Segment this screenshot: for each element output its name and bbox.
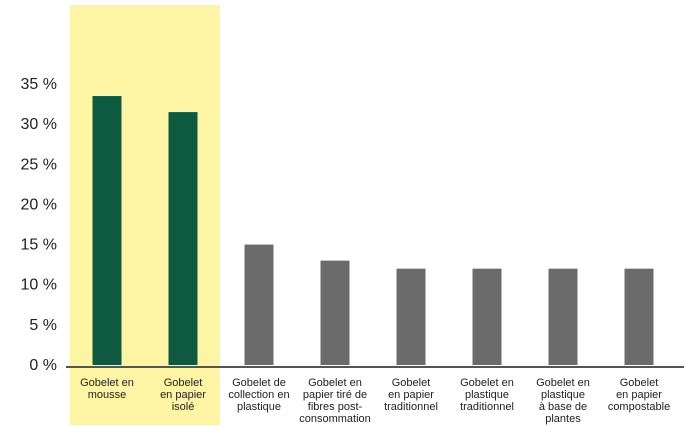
x-tick-label: Gobelet en papier traditionnel [384, 377, 438, 413]
y-tick-label: 30 % [21, 116, 57, 133]
y-tick-label: 15 % [21, 237, 57, 254]
x-tick-label: Gobelet en papier tiré de fibres post-cons… [299, 377, 371, 425]
y-tick-label: 35 % [21, 76, 57, 93]
bar [396, 268, 426, 365]
bar [168, 112, 198, 365]
bar [548, 268, 578, 365]
x-axis-labels: Gobelet en mousse Gobelet en papier isolé Gob… [80, 377, 670, 425]
bars [92, 96, 654, 366]
x-tick-label: Gobelet en plastique à base de plantes [536, 377, 590, 425]
x-tick-label: Gobelet en papier isolé [160, 377, 206, 413]
x-tick-label: Gobelet en papier compostable [608, 377, 670, 413]
y-tick-label: 0 % [29, 357, 57, 374]
bar [244, 244, 274, 365]
bar [624, 268, 654, 365]
bar [472, 268, 502, 365]
x-tick-label: Gobelet de collection en plastique [228, 377, 289, 413]
y-tick-label: 10 % [21, 277, 57, 294]
y-axis-ticks: 0 % 5 % 10 % 15 % 20 % 25 % 30 % 35 % [21, 76, 57, 374]
y-tick-label: 20 % [21, 196, 57, 213]
y-tick-label: 25 % [21, 156, 57, 173]
x-tick-label: Gobelet en plastique traditionnel [460, 377, 514, 413]
bar [92, 96, 122, 366]
x-tick-label: Gobelet en mousse [80, 377, 134, 401]
bar [320, 260, 350, 365]
y-tick-label: 5 % [29, 317, 57, 334]
